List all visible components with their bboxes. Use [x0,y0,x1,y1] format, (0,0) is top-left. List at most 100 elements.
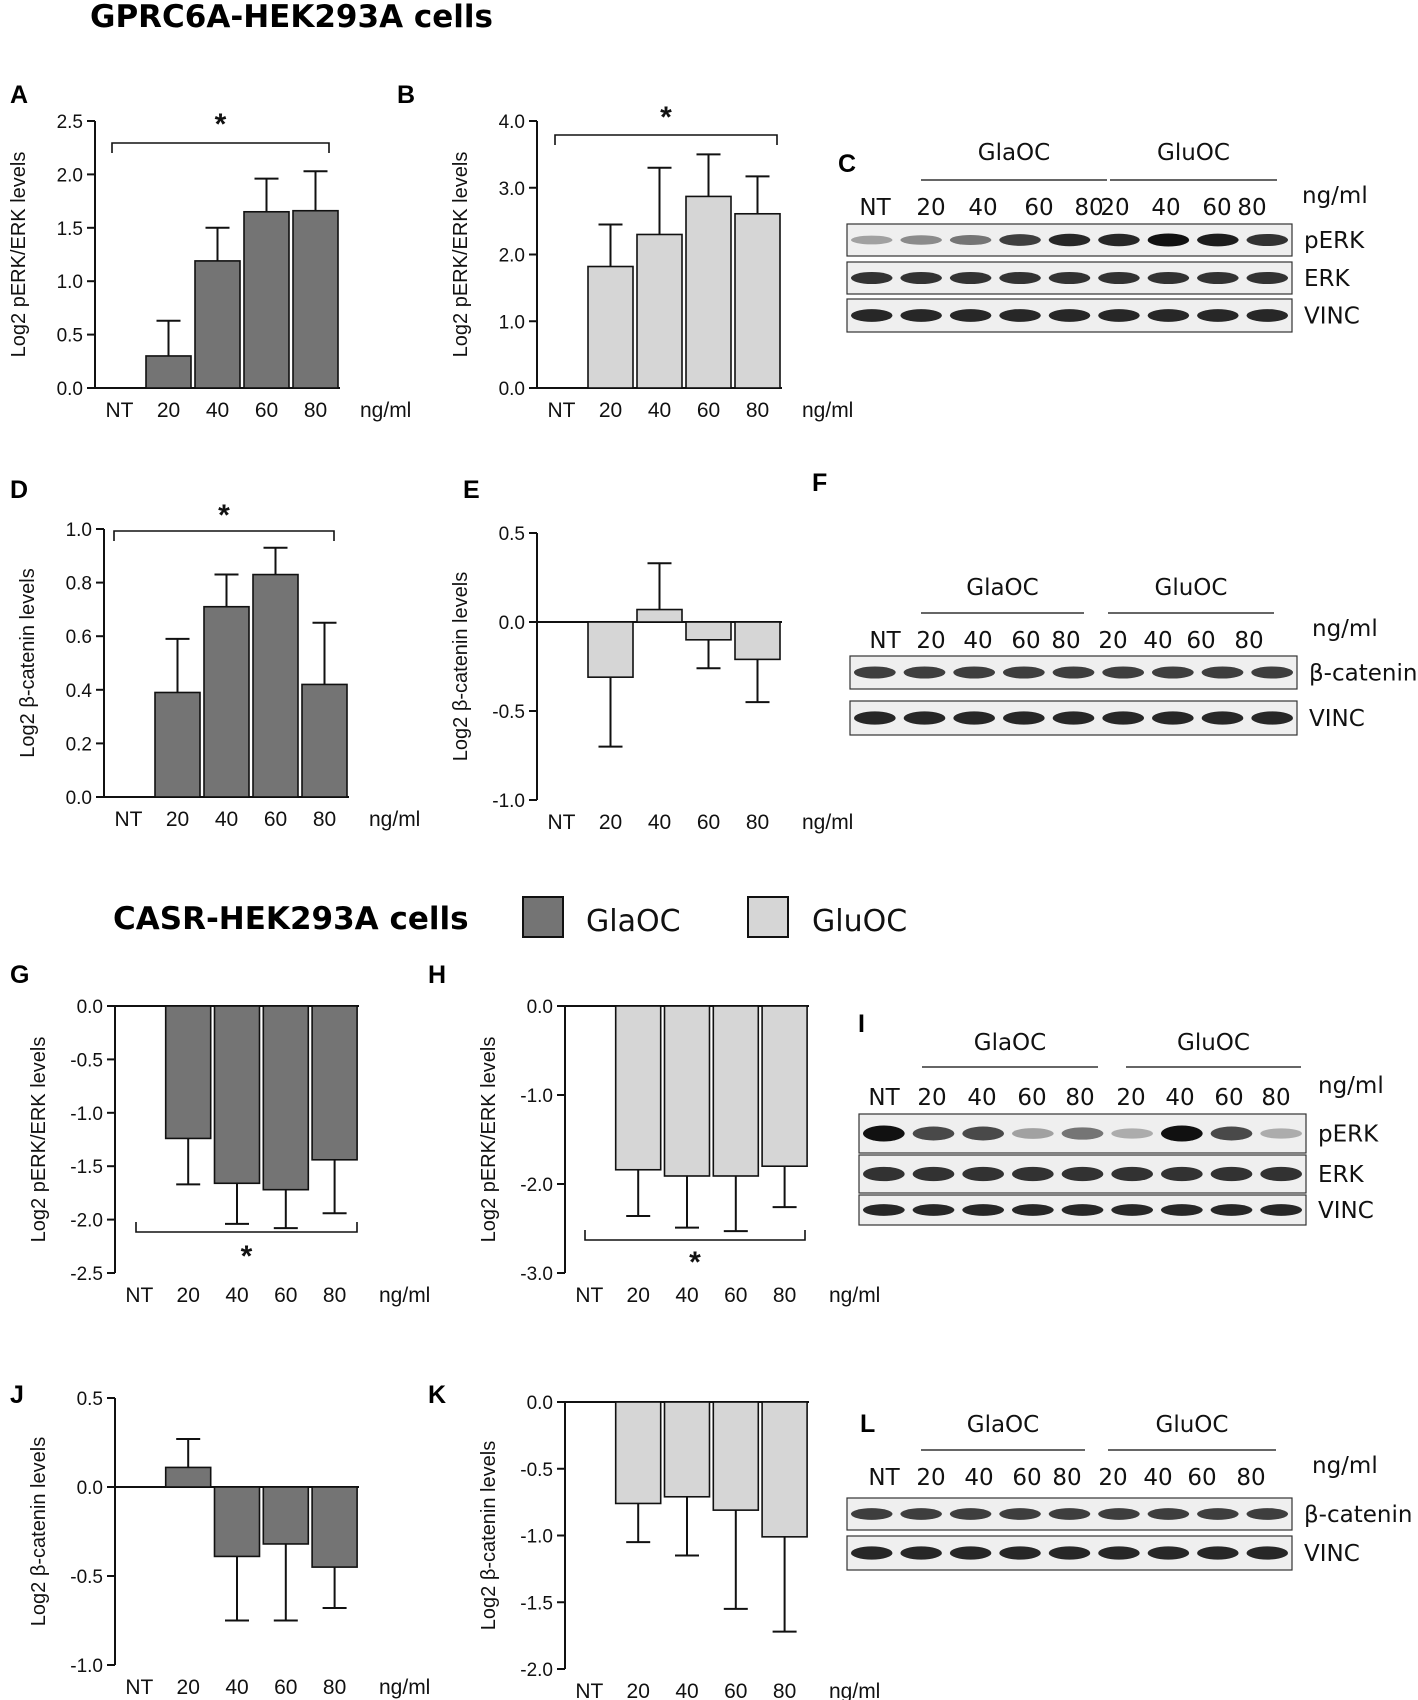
significance-bracket [584,1230,806,1241]
blot-band [962,1204,1005,1216]
y-tick-label: -1.0 [492,791,525,812]
blot-group-label: GlaOC [978,140,1050,166]
blot-unit-label: ng/ml [1318,1073,1384,1099]
blot-band [903,711,946,725]
blot-lane-label: 40 [963,628,992,654]
bar-40 [213,1486,261,1558]
blot-band [1011,1204,1054,1216]
y-tick-label: 2.5 [57,112,83,133]
y-tick-label: -1.0 [70,1104,103,1125]
blot-lane-label: 80 [1074,195,1103,221]
blot-band [1246,271,1289,285]
panel-letter-i: I [858,1010,865,1038]
panel-letter-b: B [397,81,415,109]
blot-band [862,1125,905,1142]
y-tick-label: -2.0 [520,1660,553,1681]
charts: A 0.0 0.5 1.0 1.5 2.0 2.5 Log2 pERK/ERK levels N… [8,81,880,1700]
x-category-label: NT [575,1284,603,1307]
x-category-label: 40 [675,1680,698,1700]
blot-unit-label: ng/ml [1312,1453,1378,1479]
blot-group-label: GlaOC [967,1412,1039,1438]
x-category-label: 40 [648,811,671,834]
blot-band [1197,271,1239,285]
blot-lane-label: NT [868,1085,900,1111]
panel-letter-f: F [812,469,827,497]
blot-lane-label: 80 [1065,1085,1094,1111]
gprc6a-section-title: GPRC6A-HEK293A cells [90,0,493,35]
x-category-label: 80 [313,808,336,831]
bar-20 [587,265,634,389]
chart-panel-g: G -2.5 -2.0 -1.5 -1.0 -0.5 0.0 Log2 pERK/ERK le… [10,961,430,1307]
y-tick-label: 4.0 [499,112,525,133]
casr-section-title: CASR-HEK293A cells [113,901,469,937]
blot-band [949,1546,992,1560]
blot-row-label: β-catenin [1309,661,1417,687]
y-tick-label: -2.5 [70,1264,103,1285]
blot-lane-label: 60 [1214,1085,1243,1111]
y-tick-label: 0.8 [66,574,92,595]
blot-band [1147,1546,1190,1560]
blot-band [850,1508,893,1520]
chart-panel-h: H -3.0 -2.0 -1.0 0.0 Log2 pERK/ERK levels NT 20… [428,961,880,1307]
x-category-label: 80 [304,399,327,422]
x-unit-label: ng/ml [829,1680,880,1700]
blot-band [1246,1508,1289,1520]
x-unit-label: ng/ml [802,811,853,834]
blot-band [1246,1546,1289,1560]
x-category-label: 60 [255,399,278,422]
y-tick-label: 0.5 [57,326,83,347]
blot-lane-label: 80 [1261,1085,1290,1111]
blot-lane-label: 40 [1151,195,1180,221]
blot-band [1048,1508,1091,1520]
significance-bracket [113,530,335,541]
blot-row-label: VINC [1309,706,1365,732]
blot-band [1061,1127,1104,1140]
blot-band [850,1546,893,1560]
blot-band [1210,1204,1253,1216]
blot-band [999,309,1041,322]
x-category-label: 20 [599,399,622,422]
blot-lane-label: NT [859,195,891,221]
blot-lane-label: 80 [1052,1465,1081,1491]
blot-band [962,1126,1005,1141]
legend-gluoc-swatch [747,896,789,938]
x-category-label: 20 [599,811,622,834]
y-tick-label: 0.0 [499,379,525,400]
x-category-label: 40 [675,1284,698,1307]
y-tick-label: 0.5 [499,524,525,545]
x-category-label: 20 [627,1284,650,1307]
bar-20 [164,1466,212,1488]
blot-lane-label: 40 [1165,1085,1194,1111]
x-category-label: 40 [206,399,229,422]
y-tick-label: 0.0 [527,1393,553,1414]
blot-lane-label: NT [868,1465,900,1491]
blot-band [1048,271,1091,285]
y-tick-label: -2.0 [520,1175,553,1196]
x-category-label: 40 [225,1676,248,1699]
blot-band [1048,309,1091,322]
blot-lane-label: NT [869,628,901,654]
blot-band [850,271,893,285]
blot-band [1147,271,1190,285]
y-axis-label: Log2 pERK/ERK levels [8,152,30,358]
bar-60 [712,1401,760,1511]
blot-lane-label: 40 [968,195,997,221]
bar-20 [614,1005,662,1171]
y-tick-label: -1.0 [520,1086,553,1107]
x-category-label: 60 [697,399,720,422]
blot-band [862,1166,905,1182]
y-tick-label: 0.0 [499,613,525,634]
blot-band [1197,309,1239,322]
y-tick-label: 0.0 [66,788,92,809]
chart-panel-a: A 0.0 0.5 1.0 1.5 2.0 2.5 Log2 pERK/ERK levels N… [8,81,411,422]
blot-band [1151,711,1194,725]
bar-20 [587,621,634,678]
bar-20 [145,355,192,389]
bar-80 [301,683,348,798]
blot-lane-label: 20 [1098,1465,1127,1491]
blot-lane-label: 60 [1017,1085,1046,1111]
y-tick-label: 0.0 [77,1478,103,1499]
y-axis-label: Log2 pERK/ERK levels [478,1037,500,1243]
blot-band [999,1508,1041,1520]
y-tick-label: -0.5 [520,1460,553,1481]
